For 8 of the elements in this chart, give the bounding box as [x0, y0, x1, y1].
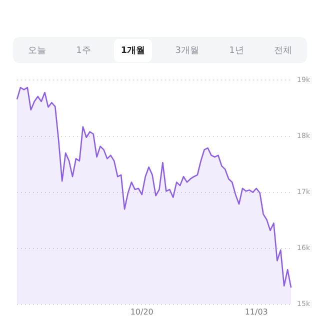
text: 전체: [272, 44, 293, 58]
text: 3개월: [174, 44, 200, 58]
x-tick-label: 10/20: [130, 307, 154, 316]
x-tick-label: 11/03: [244, 307, 268, 316]
text: 1주: [75, 44, 92, 58]
text: 1년: [228, 44, 245, 58]
text: 1개월: [114, 38, 152, 62]
text: 오늘: [27, 44, 48, 58]
